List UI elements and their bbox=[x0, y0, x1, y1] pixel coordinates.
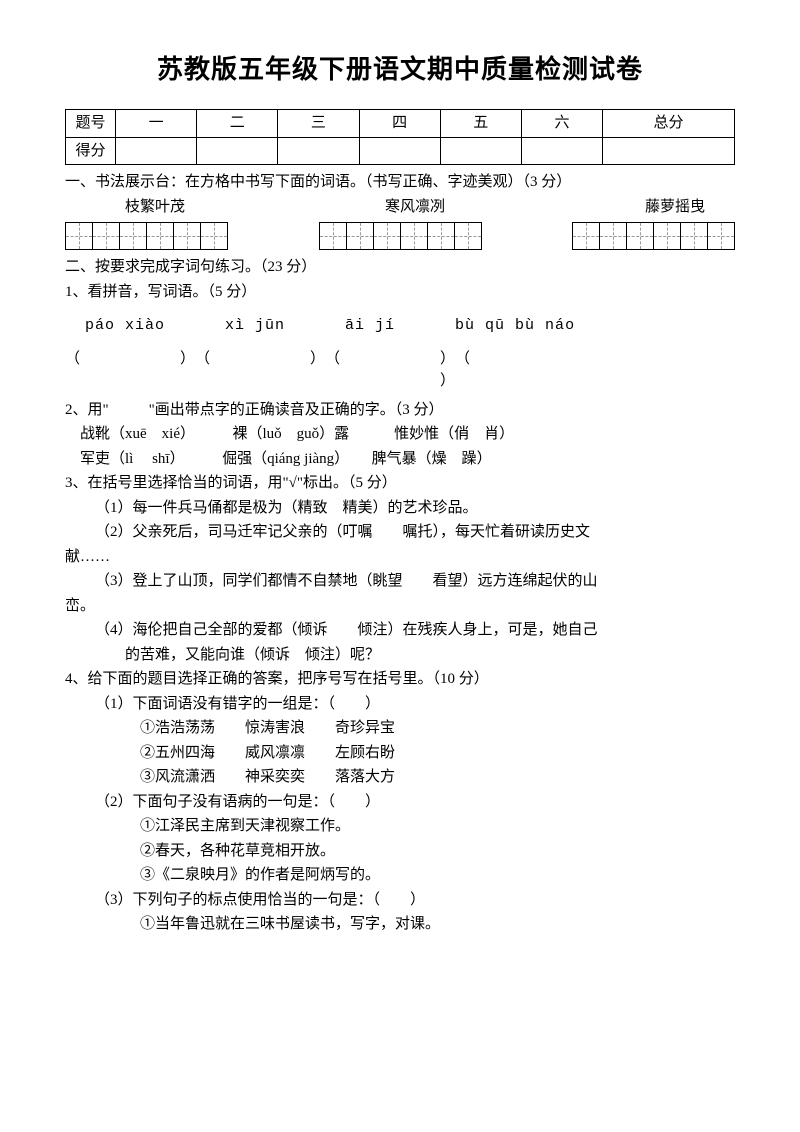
blank-row: （） （） （） （） bbox=[65, 348, 735, 393]
writing-cell bbox=[119, 222, 147, 250]
header-cell: 二 bbox=[197, 110, 278, 138]
writing-grid-box bbox=[572, 222, 735, 250]
writing-cell bbox=[599, 222, 627, 250]
writing-cell bbox=[319, 222, 347, 250]
q2-line1: 战靴（xuē xié） 裸（luǒ guǒ）露 惟妙惟（俏 肖） bbox=[65, 423, 735, 446]
q4-sub1-opt: ②五州四海 威风凛凛 左顾右盼 bbox=[65, 742, 735, 765]
practice-word: 寒风凛冽 bbox=[385, 196, 445, 219]
header-cell: 总分 bbox=[603, 110, 735, 138]
q3-item: （1）每一件兵马俑都是极为（精致 精美）的艺术珍品。 bbox=[65, 497, 735, 520]
writing-cell bbox=[200, 222, 228, 250]
writing-cell bbox=[146, 222, 174, 250]
writing-cell bbox=[92, 222, 120, 250]
table-row: 题号 一 二 三 四 五 六 总分 bbox=[66, 110, 735, 138]
score-cell bbox=[603, 137, 735, 165]
q4-sub2-label: （2）下面句子没有语病的一句是：（ ） bbox=[65, 791, 735, 814]
pinyin-item: xì jūn bbox=[225, 315, 285, 338]
header-cell: 一 bbox=[116, 110, 197, 138]
q2-label-after: "画出带点字的正确读音及正确的字。（3 分） bbox=[149, 402, 444, 418]
writing-cell bbox=[707, 222, 735, 250]
writing-cell bbox=[454, 222, 482, 250]
q3-item: （4）海伦把自己全部的爱都（倾诉 倾注）在残疾人身上，可是，她自己 bbox=[65, 619, 735, 642]
score-cell bbox=[359, 137, 440, 165]
pinyin-item: āi jí bbox=[345, 315, 395, 338]
pinyin-item: páo xiào bbox=[85, 315, 165, 338]
pinyin-row: páo xiào xì jūn āi jí bù qū bù náo bbox=[65, 315, 735, 338]
writing-cell bbox=[65, 222, 93, 250]
practice-word: 枝繁叶茂 bbox=[125, 196, 185, 219]
header-cell: 题号 bbox=[66, 110, 116, 138]
table-row: 得分 bbox=[66, 137, 735, 165]
writing-grid-row bbox=[65, 222, 735, 250]
section2-heading: 二、按要求完成字词句练习。（23 分） bbox=[65, 256, 735, 279]
header-cell: 五 bbox=[440, 110, 521, 138]
writing-cell bbox=[346, 222, 374, 250]
q3-item: （3）登上了山顶，同学们都情不自禁地（眺望 看望）远方连绵起伏的山 bbox=[65, 570, 735, 593]
q4-sub2-opt: ③《二泉映月》的作者是阿炳写的。 bbox=[65, 864, 735, 887]
score-table: 题号 一 二 三 四 五 六 总分 得分 bbox=[65, 109, 735, 165]
writing-grid-box bbox=[65, 222, 228, 250]
q3-item-cont: 的苦难，又能向谁（倾诉 倾注）呢？ bbox=[65, 644, 735, 667]
q1-label: 1、看拼音，写词语。（5 分） bbox=[65, 281, 735, 304]
q4-sub1-opt: ③风流潇洒 神采奕奕 落落大方 bbox=[65, 766, 735, 789]
writing-cell bbox=[626, 222, 654, 250]
q4-label: 4、给下面的题目选择正确的答案，把序号写在括号里。（10 分） bbox=[65, 668, 735, 691]
header-cell: 六 bbox=[521, 110, 602, 138]
writing-cell bbox=[427, 222, 455, 250]
practice-word: 藤萝摇曳 bbox=[645, 196, 705, 219]
q2-line2: 军吏（lì shī） 倔强（qiáng jiàng） 脾气暴（燥 躁） bbox=[65, 448, 735, 471]
header-cell: 四 bbox=[359, 110, 440, 138]
writing-cell bbox=[373, 222, 401, 250]
writing-cell bbox=[572, 222, 600, 250]
q4-sub1-label: （1）下面词语没有错字的一组是：（ ） bbox=[65, 693, 735, 716]
score-cell bbox=[197, 137, 278, 165]
writing-cell bbox=[653, 222, 681, 250]
writing-grid-box bbox=[319, 222, 482, 250]
row-label: 得分 bbox=[66, 137, 116, 165]
pinyin-item: bù qū bù náo bbox=[455, 315, 575, 338]
writing-cell bbox=[680, 222, 708, 250]
q4-sub1-opt: ①浩浩荡荡 惊涛害浪 奇珍异宝 bbox=[65, 717, 735, 740]
score-cell bbox=[521, 137, 602, 165]
q3-label: 3、在括号里选择恰当的词语，用"√"标出。（5 分） bbox=[65, 472, 735, 495]
section1-heading: 一、书法展示台：在方格中书写下面的词语。（书写正确、字迹美观）（3 分） bbox=[65, 171, 735, 194]
word-row: 枝繁叶茂 寒风凛冽 藤萝摇曳 bbox=[65, 196, 735, 219]
writing-cell bbox=[400, 222, 428, 250]
q4-sub2-opt: ①江泽民主席到天津视察工作。 bbox=[65, 815, 735, 838]
q3-item: （2）父亲死后，司马迁牢记父亲的（叮嘱 嘱托），每天忙着研读历史文 bbox=[65, 521, 735, 544]
page-title: 苏教版五年级下册语文期中质量检测试卷 bbox=[65, 50, 735, 89]
writing-cell bbox=[173, 222, 201, 250]
score-cell bbox=[116, 137, 197, 165]
q2-label: 2、用" "画出带点字的正确读音及正确的字。（3 分） bbox=[65, 399, 735, 422]
score-cell bbox=[278, 137, 359, 165]
q4-sub2-opt: ②春天，各种花草竞相开放。 bbox=[65, 840, 735, 863]
q4-sub3-opt: ①当年鲁迅就在三味书屋读书，写字，对课。 bbox=[65, 913, 735, 936]
q3-item-cont: 献…… bbox=[65, 546, 735, 569]
header-cell: 三 bbox=[278, 110, 359, 138]
score-cell bbox=[440, 137, 521, 165]
q3-item-cont: 峦。 bbox=[65, 595, 735, 618]
q4-sub3-label: （3）下列句子的标点使用恰当的一句是：（ ） bbox=[65, 889, 735, 912]
q2-label-before: 2、用" bbox=[65, 402, 109, 418]
